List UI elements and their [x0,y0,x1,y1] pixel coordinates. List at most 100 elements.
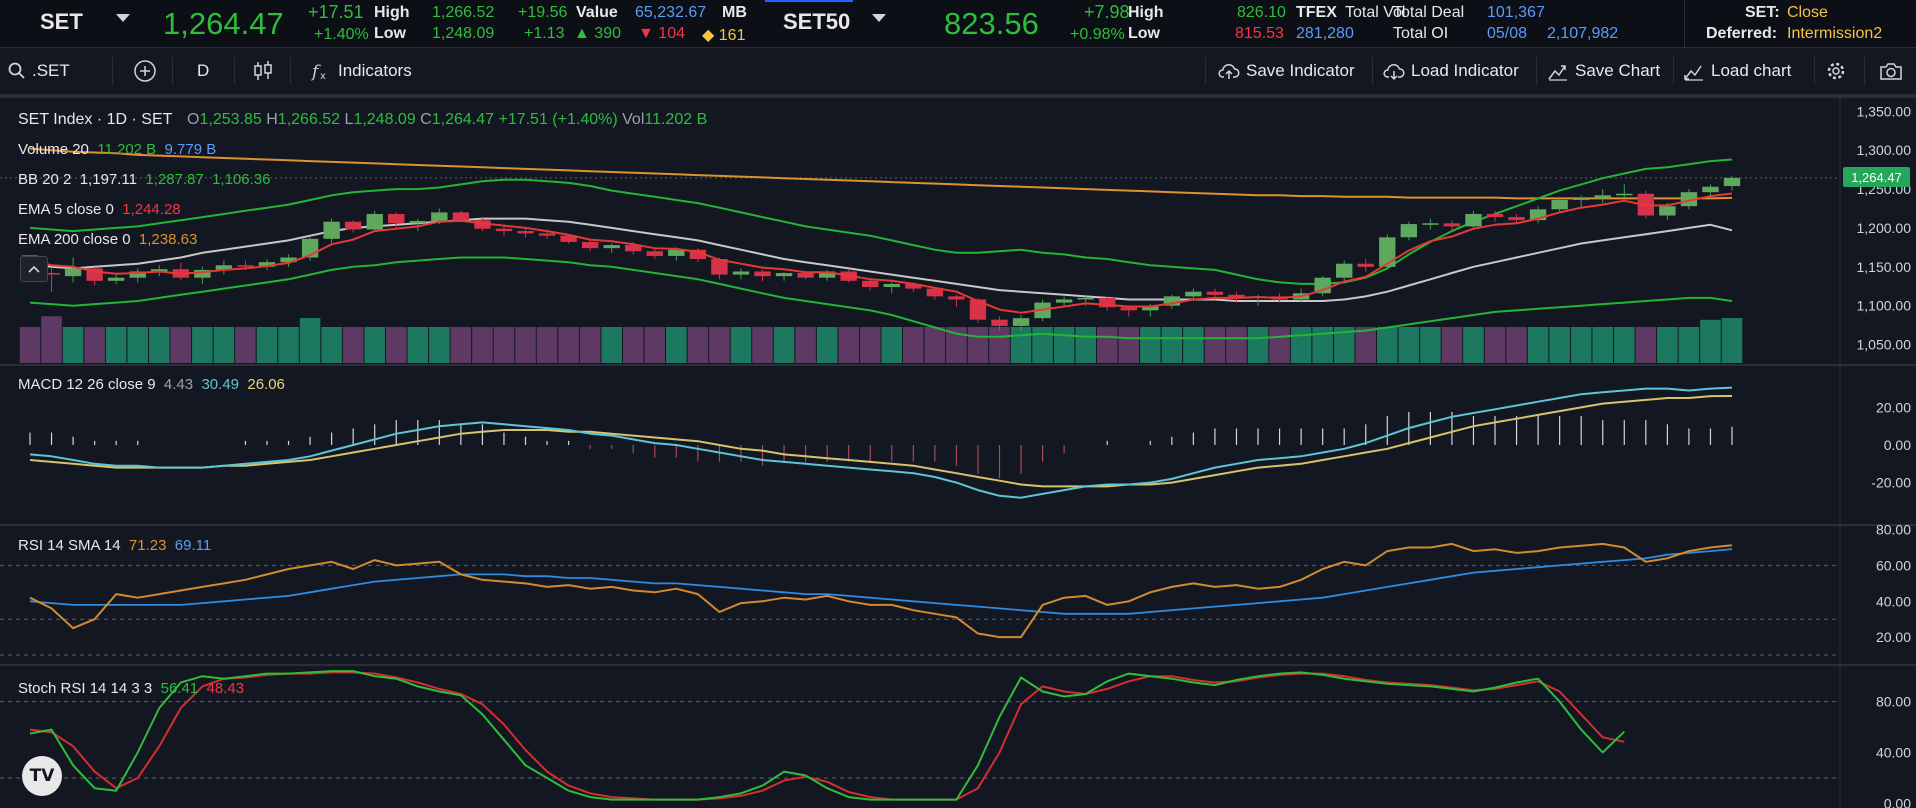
candle-body [991,319,1008,326]
volume-bar [84,327,105,363]
macd-signal-line [29,395,1733,488]
ema5-legend[interactable]: EMA 5 close 0 1,244.28 [18,201,181,218]
set50-change: +7.98 [1084,2,1130,22]
volume-bar [278,327,299,363]
candle-body [151,269,168,272]
legend-high: 1,266.52 [277,111,341,128]
toolbar-divider [290,57,291,85]
interval-button[interactable]: D [197,48,209,94]
volume-bar [385,327,407,363]
toolbar-divider [172,57,173,85]
candle-body [1529,209,1547,221]
camera-icon [1880,63,1902,80]
save-chart-button[interactable]: Save Chart [1547,48,1660,94]
save-chart-label: Save Chart [1575,61,1661,80]
volume-bar [364,327,385,363]
bb-upper-line [29,158,1733,285]
candle-body [1659,206,1676,216]
candle-body [1163,296,1181,306]
ema200-legend[interactable]: EMA 200 close 0 1,238.63 [18,231,197,248]
set-symbol-dropdown[interactable] [116,14,130,22]
volume-legend-value: 11.202 B [97,141,157,158]
bb-legend-upper: 1,287.87 [145,171,204,188]
set-high-label: High [374,4,410,21]
compare-symbol-button[interactable] [133,48,163,94]
candle-body [1486,213,1504,218]
ema200-legend-value: 1,238.63 [138,231,198,248]
legend-low-label: L [344,111,354,128]
chart-canvas[interactable]: 1,350.001,300.001,250.001,200.001,150.00… [0,98,1916,808]
chart-type-button[interactable] [252,48,280,94]
set50-symbol-dropdown[interactable] [872,14,886,22]
candle-body [452,212,470,221]
symbol-search[interactable]: .SET [8,48,70,94]
candle-body [560,235,577,242]
volume-bar [235,327,256,363]
volume-bar [1420,327,1441,363]
candle-body [581,241,599,249]
save-indicator-button[interactable]: Save Indicator [1218,48,1355,94]
ema5-line [29,192,1733,314]
volume-bar [967,327,989,363]
screenshot-button[interactable] [1879,48,1909,94]
bb-mid-line [29,217,1733,302]
set-low-chg: +1.13 [524,25,565,42]
set-low: 1,248.09 [432,25,495,42]
candle-body [1379,237,1396,267]
axis-tick-label: 1,050.00 [1857,337,1912,353]
collapse-legend-button[interactable] [20,256,48,282]
candle-body [1422,223,1439,225]
volume-bar [493,327,515,363]
rsi-legend[interactable]: RSI 14 SMA 14 71.23 69.11 [18,537,211,554]
candle-body [948,296,965,300]
tfex-total-deal: 101,367 [1487,4,1545,21]
candle-body [409,220,426,224]
volume-bar [1204,327,1226,363]
set-decline-count: 104 [658,25,685,42]
stoch-legend[interactable]: Stoch RSI 14 14 3 3 56.41 48.43 [18,680,244,697]
set-last-price: 1,264.47 [163,6,284,41]
legend-vol: 11.202 B [644,111,708,128]
volume-bar [192,327,213,363]
candle-body [1508,217,1525,221]
candle-body [495,228,513,232]
stoch-d-line [29,671,1625,801]
set50-active-indicator [765,0,853,2]
load-indicator-button[interactable]: Load Indicator [1383,48,1519,94]
volume-bar [773,327,795,363]
volume-bar [1269,327,1290,363]
volume-legend[interactable]: Volume 20 11.202 B 9.779 B [18,141,216,158]
tradingview-logo[interactable]: TV [22,756,62,796]
volume-bar [299,318,321,363]
axis-tick-label: 80.00 [1876,694,1911,710]
volume-bar [1614,327,1635,363]
volume-bar [666,327,687,363]
volume-bar [1010,327,1032,363]
set-change-pct: +1.40% [314,26,369,43]
volume-bar [1333,327,1355,363]
macd-legend[interactable]: MACD 12 26 close 9 4.43 30.49 26.06 [18,376,285,393]
set-symbol[interactable]: SET [40,9,83,34]
set50-symbol[interactable]: SET50 [783,9,851,34]
tfex-total-deal-label: Total Deal [1393,4,1465,21]
volume-bar [256,327,278,363]
bb-legend[interactable]: BB 20 2 1,197.11 1,287.87 1,106.36 [18,171,270,188]
save-indicator-label: Save Indicator [1246,61,1355,80]
rsi-line [29,542,1733,639]
volume-bar [558,327,579,363]
load-chart-button[interactable]: Load chart [1683,48,1791,94]
volume-bar [1721,318,1743,363]
volume-bar [19,327,41,363]
axis-tick-label: 40.00 [1876,745,1911,761]
rsi-legend-value: 71.23 [128,537,167,554]
volume-bar [1441,327,1463,363]
up-arrow-icon: ▲ [574,25,590,42]
candle-body [1573,198,1590,200]
volume-bar [105,327,127,363]
settings-button[interactable] [1826,48,1852,94]
set-status: Close [1787,4,1828,21]
set-low-label: Low [374,25,406,42]
chart-upload-icon [1548,65,1567,81]
